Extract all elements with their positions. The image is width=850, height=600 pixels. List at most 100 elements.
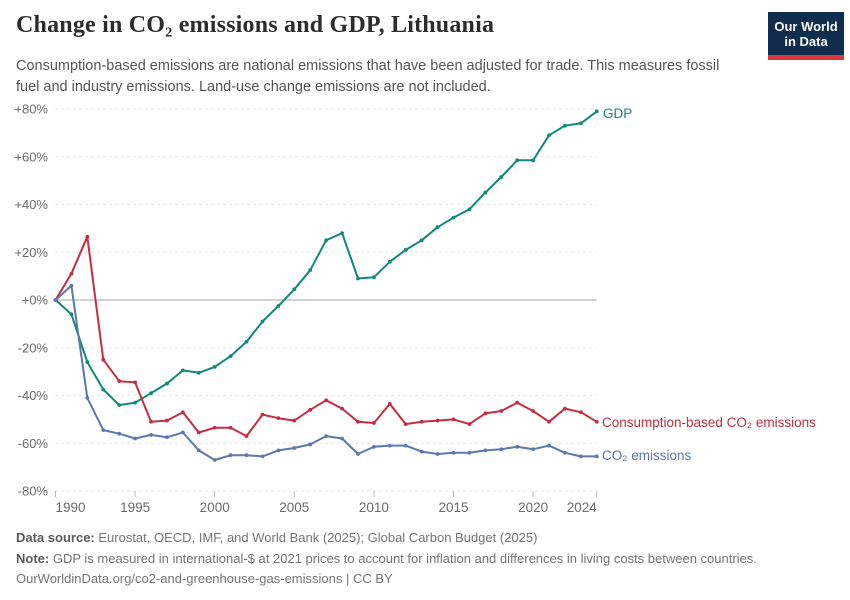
line-chart-plot[interactable]: +80% +60% +40% +20% +0% -20% -40% -60% -80% 1990 1… <box>0 100 850 525</box>
data-point-co-emissions-1991 <box>69 283 74 288</box>
data-point-co-emissions-2000 <box>212 458 217 462</box>
data-point-consumption-based-co-emissions-2021 <box>547 419 551 424</box>
series-label-gdp[interactable]: GDP <box>603 106 633 121</box>
data-point-gdp-1994 <box>117 403 122 407</box>
data-point-consumption-based-co-emissions-1995 <box>133 380 138 385</box>
data-point-gdp-2005 <box>292 287 297 292</box>
data-point-co-emissions-2010 <box>372 444 376 449</box>
data-point-consumption-based-co-emissions-1991 <box>69 271 74 276</box>
data-point-co-emissions-2008 <box>340 436 344 441</box>
data-point-gdp-2019 <box>515 158 520 163</box>
data-point-co-emissions-1997 <box>165 435 169 440</box>
data-point-consumption-based-co-emissions-2007 <box>324 398 329 403</box>
page-title: Change in CO₂ emissions and GDP, Lithuan… <box>16 12 495 38</box>
data-point-co-emissions-2020 <box>531 447 535 452</box>
footer-datasource-line: Data source: Eurostat, OECD, IMF, and Wo… <box>16 528 836 549</box>
y-axis-tick-label: -20% <box>18 340 49 355</box>
data-point-co-emissions-1998 <box>180 430 185 435</box>
data-point-consumption-based-co-emissions-1996 <box>149 419 153 424</box>
data-point-co-emissions-2002 <box>244 453 249 458</box>
data-point-co-emissions-1992 <box>85 395 90 400</box>
data-point-co-emissions-2009 <box>356 452 360 456</box>
owid-logo-accent-bar <box>768 55 844 60</box>
footer-datasource-text: Eurostat, OECD, IMF, and World Bank (202… <box>94 530 538 545</box>
data-point-co-emissions-2016 <box>467 450 472 455</box>
data-point-gdp-2007 <box>324 238 329 243</box>
y-axis-tick-label: -40% <box>18 388 49 403</box>
series-line-co-emissions[interactable] <box>54 284 598 461</box>
y-axis-tick-label: +60% <box>14 149 48 164</box>
data-point-consumption-based-co-emissions-2008 <box>340 406 344 411</box>
data-point-consumption-based-co-emissions-2001 <box>228 425 233 430</box>
data-point-co-emissions-1993 <box>101 428 106 433</box>
data-point-gdp-2015 <box>451 215 456 220</box>
data-point-consumption-based-co-emissions-2003 <box>260 412 265 417</box>
y-axis-tick-label: +0% <box>22 293 49 308</box>
data-point-consumption-based-co-emissions-2012 <box>403 422 408 427</box>
owid-logo: Our World in Data <box>768 12 844 60</box>
data-point-consumption-based-co-emissions-1999 <box>196 430 201 435</box>
data-point-gdp-2023 <box>578 121 583 126</box>
data-point-gdp-2000 <box>212 364 217 369</box>
y-axis-tick-label: -60% <box>18 436 49 451</box>
data-point-gdp-2014 <box>435 225 440 230</box>
data-point-co-emissions-2004 <box>276 448 281 453</box>
data-point-co-emissions-2022 <box>563 450 567 455</box>
data-point-consumption-based-co-emissions-2024 <box>594 419 599 424</box>
data-point-consumption-based-co-emissions-2005 <box>292 418 297 423</box>
footer-note-line: Note: GDP is measured in international-$… <box>16 549 836 570</box>
data-point-gdp-2001 <box>228 354 233 359</box>
data-point-co-emissions-2001 <box>228 453 233 458</box>
data-point-consumption-based-co-emissions-2009 <box>356 419 360 424</box>
data-point-consumption-based-co-emissions-2014 <box>435 418 440 423</box>
data-point-co-emissions-2023 <box>578 454 583 459</box>
data-point-co-emissions-2012 <box>403 443 408 448</box>
x-axis-tick-label: 2024 <box>567 500 598 515</box>
series-label-consumption-co2[interactable]: Consumption-based CO₂ emissions <box>602 415 816 430</box>
data-point-gdp-2024 <box>594 109 599 114</box>
data-point-co-emissions-1995 <box>133 436 138 441</box>
data-point-consumption-based-co-emissions-1993 <box>101 357 106 362</box>
footer-note-label: Note: <box>16 550 50 566</box>
data-point-gdp-2004 <box>276 304 281 308</box>
data-point-co-emissions-2017 <box>483 448 488 453</box>
footer-note-text: GDP is measured in international-$ at 20… <box>49 550 757 566</box>
data-point-consumption-based-co-emissions-2013 <box>419 419 424 424</box>
data-point-gdp-2012 <box>403 247 408 252</box>
data-point-gdp-2011 <box>387 259 392 264</box>
data-point-co-emissions-2013 <box>419 449 424 454</box>
owid-logo-box: Our World in Data <box>768 12 844 55</box>
data-point-consumption-based-co-emissions-2006 <box>308 407 313 412</box>
x-axis-tick-label: 1990 <box>56 500 86 515</box>
data-point-gdp-2018 <box>499 175 504 179</box>
data-point-gdp-1993 <box>101 387 106 392</box>
data-point-consumption-based-co-emissions-2010 <box>372 421 376 425</box>
data-point-gdp-2010 <box>372 275 376 280</box>
data-point-gdp-1997 <box>165 381 169 386</box>
data-point-co-emissions-2003 <box>260 454 265 459</box>
data-point-co-emissions-2005 <box>292 446 297 450</box>
data-point-co-emissions-1994 <box>117 431 122 436</box>
data-point-gdp-1999 <box>196 370 201 375</box>
data-point-consumption-based-co-emissions-2002 <box>244 434 249 438</box>
series-label-co2[interactable]: CO₂ emissions <box>602 448 692 463</box>
data-point-consumption-based-co-emissions-2020 <box>531 409 535 413</box>
series-line-gdp[interactable] <box>54 110 598 407</box>
data-point-gdp-2003 <box>260 319 265 324</box>
y-axis-tick-label: +20% <box>14 245 48 260</box>
data-point-co-emissions-2015 <box>451 450 456 455</box>
footer-datasource-label: Data source: <box>16 530 95 545</box>
footer-url-line: OurWorldinData.org/co2-and-greenhouse-ga… <box>16 571 393 586</box>
x-axis-tick-label: 2010 <box>359 500 389 515</box>
data-point-gdp-2013 <box>419 238 424 243</box>
data-point-consumption-based-co-emissions-2019 <box>515 400 520 405</box>
data-point-co-emissions-2011 <box>387 443 392 448</box>
data-point-consumption-based-co-emissions-2015 <box>451 417 456 422</box>
series-line-consumption-based-co-emissions[interactable] <box>54 235 598 438</box>
x-axis-tick-label: 1995 <box>120 500 150 515</box>
data-point-gdp-2020 <box>531 158 535 163</box>
data-point-co-emissions-2019 <box>515 444 520 449</box>
data-point-gdp-2017 <box>483 190 488 195</box>
data-point-gdp-1998 <box>180 368 185 373</box>
owid-logo-line2: in Data <box>784 33 828 49</box>
